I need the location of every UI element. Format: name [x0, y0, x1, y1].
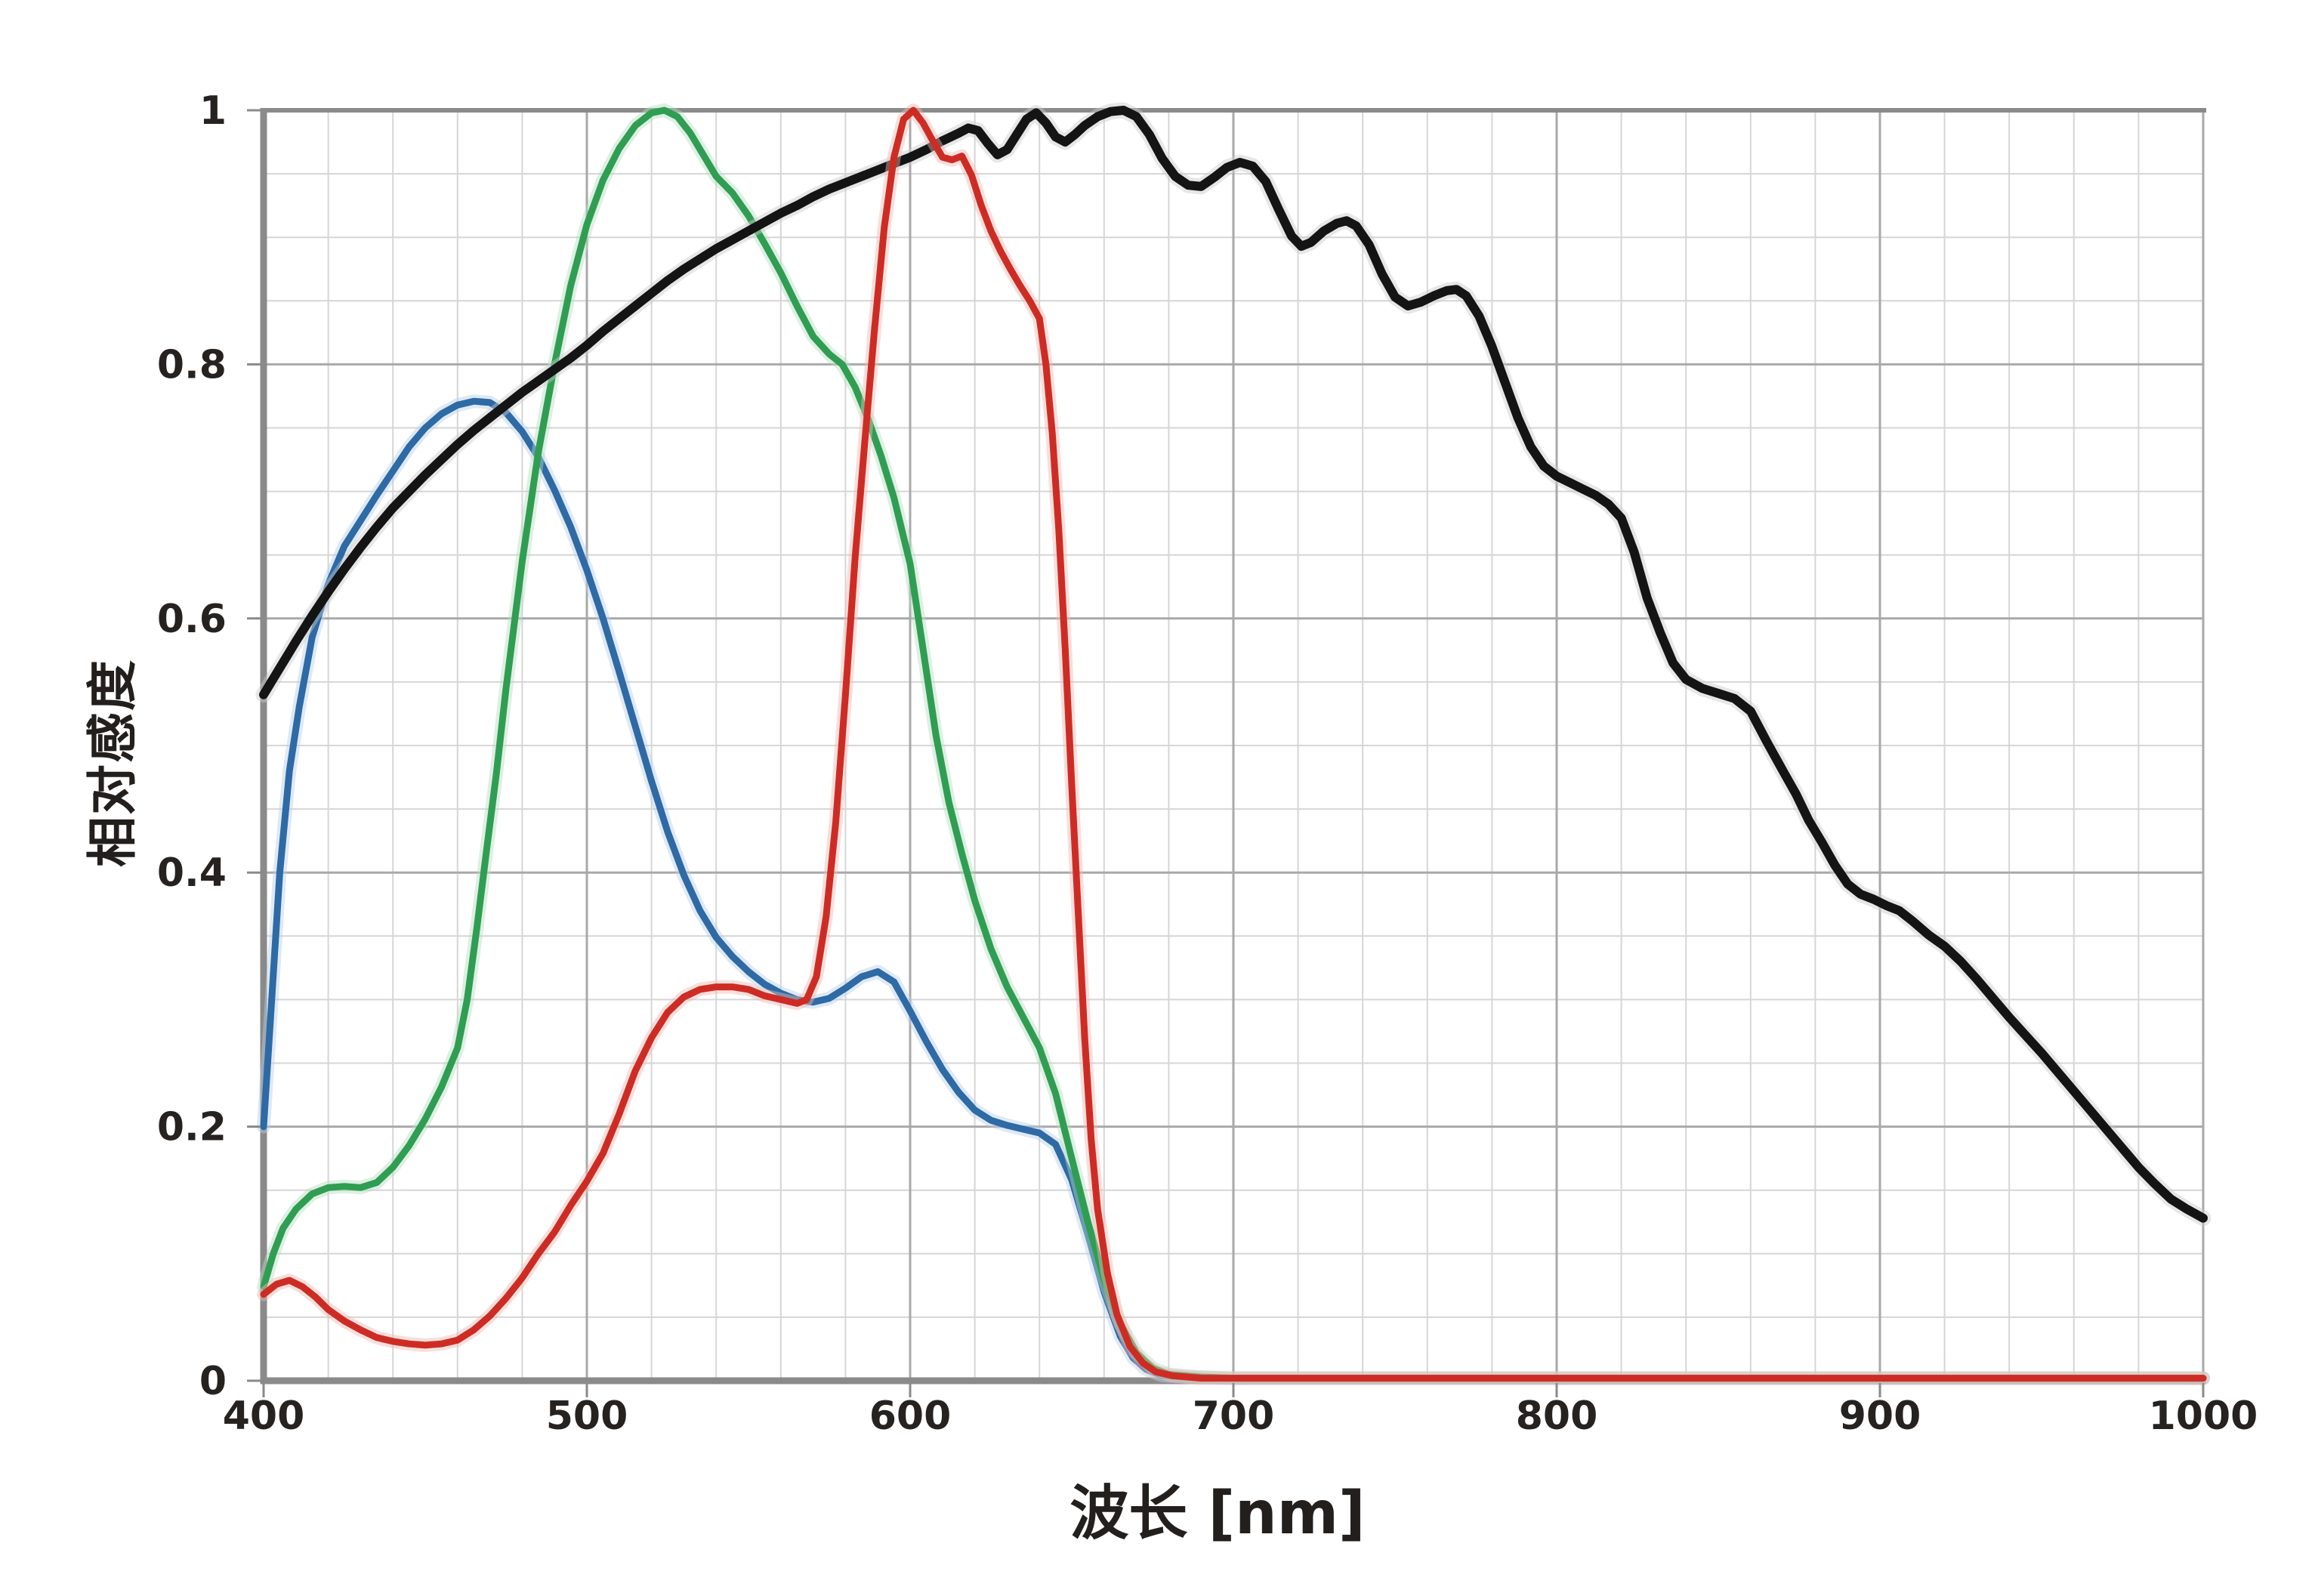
red-channel-curve [260, 107, 2207, 1382]
y-tick-label: 0.2 [157, 1105, 227, 1150]
y-tick-label: 1 [199, 88, 227, 134]
grid-layer [264, 110, 2205, 1381]
curves-layer [255, 102, 2212, 1385]
x-tick-label: 1000 [2149, 1394, 2258, 1439]
tick-layer: 400 500 600 700 800 900 1000 1 0.8 0.6 0.4 0.2 0 [157, 88, 2258, 1439]
y-tick-label: 0.8 [157, 342, 227, 387]
blue-channel-curve [260, 397, 2207, 1382]
y-tick-label: 0.4 [157, 850, 227, 896]
x-tick-label: 400 [223, 1394, 305, 1439]
x-tick-label: 700 [1193, 1394, 1275, 1439]
x-tick-label: 800 [1516, 1394, 1598, 1439]
y-tick-label: 0.6 [157, 597, 227, 642]
y-axis-title: 相对感度 [83, 659, 142, 867]
x-tick-label: 900 [1839, 1394, 1921, 1439]
x-axis-title: 波长 [nm] [1069, 1480, 1365, 1548]
x-tick-label: 500 [546, 1394, 628, 1439]
monochrome-curve [259, 106, 2208, 1223]
y-tick-label: 0 [199, 1359, 227, 1404]
x-tick-label: 600 [869, 1394, 952, 1439]
